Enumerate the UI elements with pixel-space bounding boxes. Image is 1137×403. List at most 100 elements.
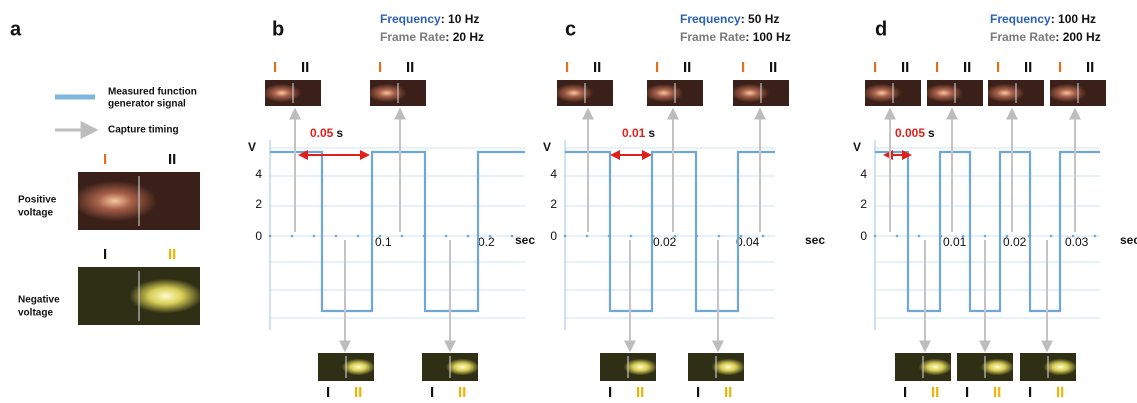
frame-rate-label: Frame Rate [380, 30, 446, 44]
trace-dot [652, 235, 655, 238]
roman-label: I [965, 384, 969, 401]
trace-dot [586, 235, 589, 238]
interval-unit: s [336, 126, 343, 140]
panel-label: b [272, 18, 284, 40]
interval: 0.005s [895, 126, 935, 140]
trace-dot [1094, 235, 1097, 238]
trace-dot [291, 235, 294, 238]
caption: Negative [18, 295, 60, 306]
roman-label: II [406, 59, 414, 76]
y-tick-label: 2 [860, 197, 867, 211]
y-axis-label: V [248, 140, 256, 154]
panel-label: c [565, 18, 576, 40]
trace-dot [423, 235, 426, 238]
y-tick-label: 4 [255, 167, 262, 181]
x-tick-label: 0.1 [375, 235, 392, 249]
frame-rate-value: : 200 Hz [1055, 30, 1100, 44]
roman-label: I [873, 59, 877, 76]
caption: Positive [18, 195, 57, 206]
trace-dot [718, 235, 721, 238]
roman-label: II [168, 151, 176, 168]
trace-dot [740, 235, 743, 238]
roman-label: II [683, 59, 691, 76]
trace-dot [608, 235, 611, 238]
interval-unit: s [928, 126, 935, 140]
legend-text: Capture timing [108, 125, 179, 136]
frequency-label: Frequency [990, 12, 1051, 26]
frame-rate: Frame Rate: 200 Hz [990, 30, 1101, 44]
trace-dot [379, 235, 382, 238]
roman-label: II [1024, 59, 1032, 76]
y-tick-label: 4 [550, 167, 557, 181]
trace-dot [962, 235, 965, 238]
interval-unit: s [648, 126, 655, 140]
roman-label: II [724, 384, 732, 401]
roman-label: II [354, 384, 362, 401]
trace-dot [874, 235, 877, 238]
roman-label: I [378, 59, 382, 76]
trace-dot [940, 235, 943, 238]
interval-value: 0.01 [622, 126, 646, 140]
frequency-value: : 50 Hz [741, 12, 780, 26]
trace-dot [313, 235, 316, 238]
frequency: Frequency: 100 Hz [990, 12, 1096, 26]
interval-value: 0.05 [310, 126, 334, 140]
x-tick-label: 0.04 [736, 235, 760, 249]
y-tick-label: 2 [255, 197, 262, 211]
interval-value: 0.005 [895, 126, 925, 140]
panel-label: d [875, 18, 887, 40]
roman-label: II [1056, 384, 1064, 401]
frame-rate-label: Frame Rate [990, 30, 1056, 44]
trace-dot [467, 235, 470, 238]
figure: a Measured function generator signal Cap… [0, 0, 1137, 403]
trace-dot [489, 235, 492, 238]
roman-label: I [103, 246, 107, 263]
trace-dot [445, 235, 448, 238]
roman-label: II [593, 59, 601, 76]
trace-dot [511, 235, 514, 238]
panel-a: a Measured function generator signal Cap… [10, 18, 200, 325]
roman-label: I [273, 59, 277, 76]
x-tick-label: 0.02 [653, 235, 677, 249]
trace-dot [762, 235, 765, 238]
roman-label: II [769, 59, 777, 76]
roman-label: I [1058, 59, 1062, 76]
roman-label: I [996, 59, 1000, 76]
frequency: Frequency: 50 Hz [680, 12, 779, 26]
frame-rate: Frame Rate: 20 Hz [380, 30, 484, 44]
roman-label: I [326, 384, 330, 401]
x-axis-unit: sec [1120, 233, 1137, 247]
roman-label: II [168, 246, 176, 263]
trace-dot [918, 235, 921, 238]
frame-rate-label: Frame Rate [680, 30, 746, 44]
y-tick-label: 0 [860, 229, 867, 243]
x-tick-label: 0.02 [1003, 235, 1027, 249]
trace-dot [335, 235, 338, 238]
x-axis-unit: sec [805, 233, 825, 247]
trace-dot [401, 235, 404, 238]
panel-label: a [10, 18, 22, 40]
frequency-value: : 10 Hz [441, 12, 480, 26]
caption: voltage [18, 308, 53, 319]
x-tick-label: 0.2 [478, 235, 495, 249]
x-tick-label: 0.03 [1065, 235, 1089, 249]
roman-label: I [430, 384, 434, 401]
caption: voltage [18, 208, 53, 219]
frequency-label: Frequency [380, 12, 441, 26]
x-axis-unit: sec [515, 233, 535, 247]
roman-label: II [458, 384, 466, 401]
roman-label: I [608, 384, 612, 401]
legend-text: generator signal [108, 99, 186, 110]
y-tick-label: 0 [550, 229, 557, 243]
frequency: Frequency: 10 Hz [380, 12, 479, 26]
trace-dot [269, 235, 272, 238]
trace-dot [564, 235, 567, 238]
trace-dot [630, 235, 633, 238]
y-tick-label: 2 [550, 197, 557, 211]
roman-label: II [636, 384, 644, 401]
trace-dot [1072, 235, 1075, 238]
roman-label: II [1086, 59, 1094, 76]
